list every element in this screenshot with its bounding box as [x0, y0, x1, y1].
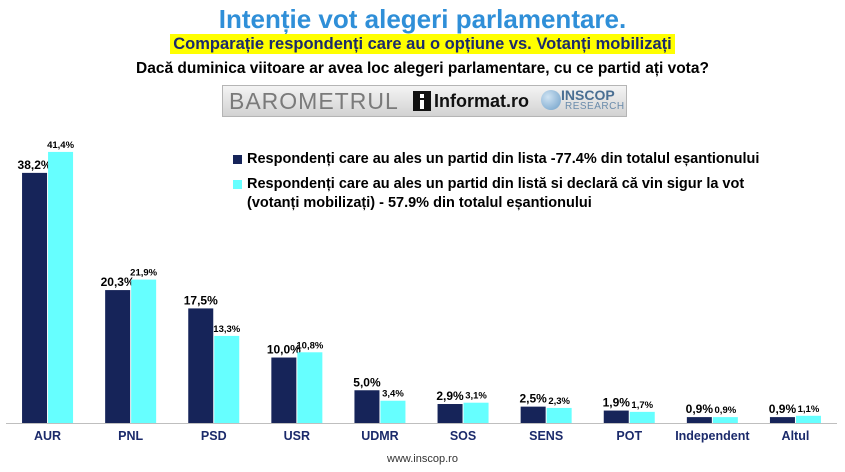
data-label-s2-sos: 3,1%: [465, 391, 487, 402]
x-tick-label-usr: USR: [284, 429, 310, 443]
x-tick-label-udmr: UDMR: [361, 429, 399, 443]
chart-subtitle: Comparație respondenți care au o opțiune…: [170, 34, 675, 54]
data-label-s1-pot: 1,9%: [603, 396, 631, 410]
data-label-s2-usr: 10,8%: [296, 340, 323, 351]
data-label-s1-aur: 38,2%: [18, 158, 52, 172]
bar-s2-aur: [48, 151, 74, 423]
chart-legend: Respondenți care au ales un partid din l…: [233, 150, 793, 219]
informat-logo: Informat.ro: [434, 91, 530, 111]
legend-swatch-series-1: [233, 155, 242, 164]
survey-question: Dacă duminica viitoare ar avea loc alege…: [136, 60, 709, 77]
legend-label-series-1: Respondenți care au ales un partid din l…: [247, 151, 760, 167]
data-label-s1-psd: 17,5%: [184, 293, 218, 307]
data-label-s1-sos: 2,9%: [436, 389, 464, 403]
bar-s2-psd: [214, 335, 240, 423]
data-label-s2-pnl: 21,9%: [130, 268, 157, 279]
bar-s1-independent: [686, 417, 712, 423]
footer-url: www.inscop.ro: [387, 453, 458, 465]
inscop-research-label: RESEARCH: [565, 101, 625, 112]
data-label-s2-sens: 2,3%: [548, 396, 570, 407]
x-tick-label-sos: SOS: [450, 429, 476, 443]
x-tick-label-pot: POT: [616, 429, 642, 443]
data-label-s2-psd: 13,3%: [213, 324, 240, 335]
data-label-s2-independent: 0,9%: [715, 405, 737, 416]
bar-s1-udmr: [354, 390, 380, 423]
data-label-s2-aur: 41,4%: [47, 140, 74, 151]
data-label-s1-sens: 2,5%: [519, 392, 547, 406]
bar-s2-sens: [546, 407, 572, 423]
legend-label-series-2: Respondenți care au ales un partid din l…: [247, 176, 745, 211]
bar-s1-altul: [769, 417, 795, 423]
bar-s2-pnl: [131, 279, 157, 423]
bar-s2-sos: [463, 402, 489, 423]
informat-icon: [413, 91, 431, 111]
legend-item-series-1: Respondenți care au ales un partid din l…: [233, 150, 793, 169]
bar-s1-sos: [437, 404, 463, 423]
inscop-logo: INSCOP: [561, 87, 615, 103]
x-tick-label-altul: Altul: [782, 429, 810, 443]
bar-s1-sens: [520, 406, 546, 423]
x-tick-label-pnl: PNL: [118, 429, 143, 443]
data-label-s1-altul: 0,9%: [769, 402, 797, 416]
inscop-globe-icon: [541, 90, 561, 110]
bar-s1-aur: [22, 172, 48, 423]
bar-s1-psd: [188, 308, 214, 423]
data-label-s1-independent: 0,9%: [686, 402, 714, 416]
bar-s1-pnl: [105, 290, 131, 423]
chart-title: Intenție vot alegeri parlamentare.: [218, 4, 627, 34]
bar-s2-pot: [629, 411, 655, 423]
legend-item-series-2: Respondenți care au ales un partid din l…: [233, 175, 793, 213]
data-label-s1-usr: 10,0%: [267, 343, 301, 357]
bar-s2-independent: [712, 417, 738, 423]
data-label-s2-altul: 1,1%: [798, 404, 820, 415]
bar-s2-usr: [297, 352, 323, 423]
x-tick-label-psd: PSD: [201, 429, 227, 443]
bar-s1-pot: [603, 410, 629, 423]
x-tick-label-aur: AUR: [34, 429, 61, 443]
data-label-s2-pot: 1,7%: [631, 400, 653, 411]
bar-s1-usr: [271, 357, 297, 423]
x-tick-label-sens: SENS: [529, 429, 563, 443]
x-tick-label-independent: Independent: [675, 429, 750, 443]
barometrul-logo: BAROMETRUL: [229, 88, 399, 114]
legend-swatch-series-2: [233, 180, 242, 189]
subtitle-wrap: Comparație respondenți care au o opțiune…: [0, 34, 845, 54]
sponsor-logo-bar: BAROMETRUL Informat.ro INSCOP RESEARCH: [222, 85, 627, 117]
bar-s2-altul: [795, 415, 821, 423]
bar-s2-udmr: [380, 400, 406, 423]
data-label-s1-udmr: 5,0%: [353, 375, 381, 389]
data-label-s2-udmr: 3,4%: [382, 389, 404, 400]
data-label-s1-pnl: 20,3%: [101, 275, 135, 289]
